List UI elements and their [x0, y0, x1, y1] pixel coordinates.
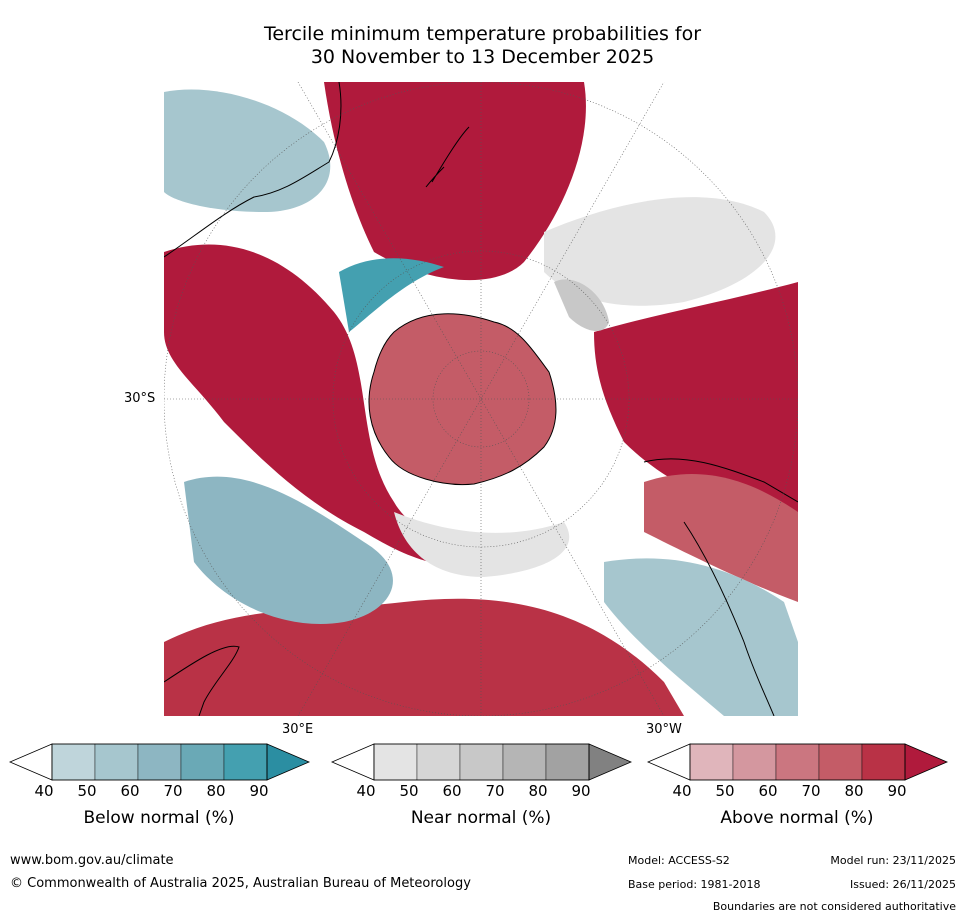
colorbar-tick-below-90: 90 — [249, 782, 269, 800]
colorbar-tick-below-70: 70 — [163, 782, 183, 800]
colorbar-below-segment-60 — [137, 743, 182, 781]
latitude-label-30s: 30°S — [124, 391, 156, 406]
region-above-north — [324, 82, 586, 281]
footer-url[interactable]: www.bom.gov.au/climate — [10, 853, 174, 868]
region-below-southwest — [184, 476, 393, 624]
region-below-antarctic-arc — [339, 258, 444, 332]
colorbar-near-frame — [373, 743, 590, 781]
chart-title-line1: Tercile minimum temperature probabilitie… — [263, 23, 702, 45]
probability-map — [164, 82, 798, 716]
graticule-meridian-30w — [297, 82, 665, 716]
colorbar-below-segment-40 — [51, 743, 96, 781]
graticule-ring-60s — [432, 350, 530, 448]
colorbar-tick-above-90: 90 — [887, 782, 907, 800]
colorbar-above-segment-60 — [775, 743, 820, 781]
colorbar-tick-near-60: 60 — [442, 782, 462, 800]
longitude-label-30e: 30°E — [282, 722, 314, 737]
colorbar-above-extend-min — [646, 743, 691, 781]
colorbar-ticks-above: 40 50 60 70 80 90 — [672, 782, 925, 802]
colorbar-title-below: Below normal (%) — [83, 808, 235, 828]
coastline-africa — [164, 645, 240, 716]
footer-model: Model: ACCESS-S2 — [628, 854, 730, 867]
colorbar-tick-above-80: 80 — [844, 782, 864, 800]
colorbar-tick-near-70: 70 — [485, 782, 505, 800]
coastlines — [164, 82, 798, 716]
colorbar-near-extend-min — [330, 743, 375, 781]
colorbar-below-frame — [51, 743, 268, 781]
colorbar-title-above: Above normal (%) — [720, 808, 874, 828]
graticule — [164, 82, 798, 716]
footer-disclaimer: Boundaries are not considered authoritat… — [712, 900, 956, 913]
colorbar-tick-above-60: 60 — [758, 782, 778, 800]
region-below-southeast — [604, 558, 798, 716]
colorbar-tick-near-80: 80 — [528, 782, 548, 800]
footer-base-period: Base period: 1981-2018 — [628, 878, 761, 891]
region-near-east — [544, 197, 776, 306]
colorbar-tick-near-90: 90 — [571, 782, 591, 800]
footer-copyright: © Commonwealth of Australia 2025, Austra… — [10, 876, 471, 891]
coastline-new-zealand — [425, 126, 470, 188]
region-above-southeast — [644, 473, 798, 602]
coastline-antarctica — [368, 313, 557, 486]
region-near-scotia — [554, 279, 609, 332]
colorbar-near-segment-70 — [502, 743, 547, 781]
colorbar-near-segment-80 — [545, 743, 590, 781]
colorbar-near-extend-max — [588, 743, 632, 781]
colorbar-ticks-below: 40 50 60 70 80 90 — [34, 782, 287, 802]
colorbar-near-segment-60 — [459, 743, 504, 781]
region-near-south-ring — [394, 512, 570, 577]
footer-issued: Issued: 26/11/2025 — [849, 878, 956, 891]
colorbar-below-normal — [8, 743, 310, 781]
coastline-south-america — [643, 458, 798, 716]
region-above-west-ocean — [164, 244, 494, 565]
region-above-east-ocean — [594, 282, 798, 522]
colorbar-above-segment-80 — [861, 743, 906, 781]
colorbar-tick-below-50: 50 — [77, 782, 97, 800]
colorbar-near-normal — [330, 743, 632, 781]
chart-title-line2: 30 November to 13 December 2025 — [310, 46, 655, 68]
footer-model-run: Model run: 23/11/2025 — [830, 854, 956, 867]
colorbar-below-segment-80 — [223, 743, 268, 781]
colorbar-tick-near-50: 50 — [399, 782, 419, 800]
colorbar-above-frame — [689, 743, 906, 781]
colorbar-above-segment-50 — [732, 743, 777, 781]
colorbar-near-segment-50 — [416, 743, 461, 781]
region-below-northwest — [164, 89, 331, 212]
colorbar-tick-above-40: 40 — [672, 782, 692, 800]
colorbar-tick-above-70: 70 — [801, 782, 821, 800]
colorbar-below-extend-max — [266, 743, 310, 781]
colorbar-above-segment-70 — [818, 743, 863, 781]
coastline-australia — [164, 82, 342, 258]
colorbar-below-segment-70 — [180, 743, 225, 781]
colorbar-below-segment-50 — [94, 743, 139, 781]
colorbar-tick-near-40: 40 — [356, 782, 376, 800]
colorbar-near-segment-40 — [373, 743, 418, 781]
colorbar-tick-below-60: 60 — [120, 782, 140, 800]
colorbar-above-segment-40 — [689, 743, 734, 781]
region-antarctica — [369, 313, 556, 485]
colorbar-above-extend-max — [904, 743, 948, 781]
colorbar-ticks-near: 40 50 60 70 80 90 — [356, 782, 609, 802]
colorbar-tick-below-40: 40 — [34, 782, 54, 800]
colorbar-above-normal — [646, 743, 948, 781]
colorbar-below-extend-min — [8, 743, 53, 781]
region-above-south — [164, 598, 684, 716]
colorbar-tick-below-80: 80 — [206, 782, 226, 800]
colorbar-title-near: Near normal (%) — [410, 808, 552, 828]
colorbar-tick-above-50: 50 — [715, 782, 735, 800]
longitude-label-30w: 30°W — [646, 722, 682, 737]
